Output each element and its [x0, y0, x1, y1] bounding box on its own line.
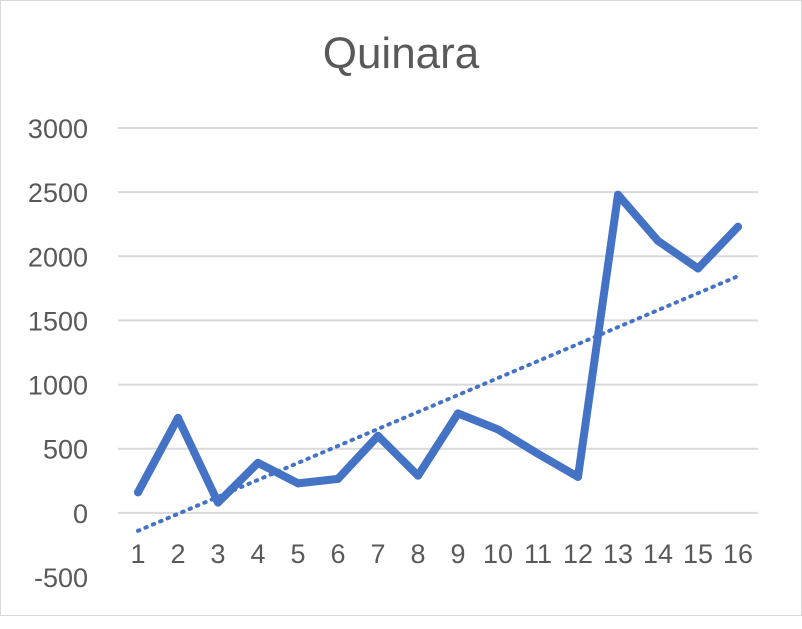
x-tick-label: 3	[210, 539, 225, 569]
y-tick-label: 1000	[28, 371, 88, 401]
x-tick-label: 6	[330, 539, 345, 569]
series-line	[134, 190, 742, 507]
x-tick-label: 14	[643, 539, 673, 569]
trendline	[136, 274, 740, 533]
x-tick-label: 1	[130, 539, 145, 569]
trendline-layer	[136, 274, 740, 533]
y-tick-label: 1500	[28, 306, 88, 336]
data-point	[374, 431, 382, 440]
y-tick-label: 2500	[28, 178, 88, 208]
data-point	[334, 474, 342, 483]
x-tick-label: 2	[170, 539, 185, 569]
x-tick-label: 9	[450, 539, 465, 569]
data-point	[574, 472, 582, 481]
x-tick-label: 7	[370, 539, 385, 569]
x-tick-label: 4	[250, 539, 265, 569]
x-axis-tick-labels: 1 2 3 4 5 6 7 8 9 10 11 12 13 14 15 16	[130, 539, 753, 569]
x-tick-label: 10	[483, 539, 513, 569]
data-point	[694, 264, 702, 273]
x-tick-label: 13	[603, 539, 633, 569]
y-tick-label: 0	[73, 499, 88, 529]
data-point	[534, 449, 542, 458]
data-point	[454, 409, 462, 418]
data-point	[654, 236, 662, 245]
gridlines	[118, 127, 758, 514]
data-point	[734, 222, 742, 231]
x-tick-label: 5	[290, 539, 305, 569]
series-layer	[134, 190, 742, 507]
chart-title: Quinara	[322, 29, 480, 78]
data-point	[214, 498, 222, 507]
data-point	[414, 471, 422, 480]
y-axis-tick-labels: -500 0 500 1000 1500 2000 2500 3000	[28, 114, 88, 593]
data-point	[254, 458, 262, 467]
x-tick-label: 11	[524, 539, 552, 569]
y-tick-label: 2000	[28, 242, 88, 272]
data-point	[134, 488, 142, 497]
data-point	[614, 190, 622, 199]
y-tick-label: 3000	[28, 114, 88, 144]
x-tick-label: 8	[410, 539, 425, 569]
x-tick-label: 12	[563, 539, 593, 569]
y-tick-label: -500	[34, 563, 88, 593]
data-point	[494, 425, 502, 434]
data-point	[294, 479, 302, 488]
x-tick-label: 15	[683, 539, 713, 569]
data-point	[174, 413, 182, 422]
y-tick-label: 500	[43, 435, 88, 465]
x-tick-label: 16	[723, 539, 753, 569]
